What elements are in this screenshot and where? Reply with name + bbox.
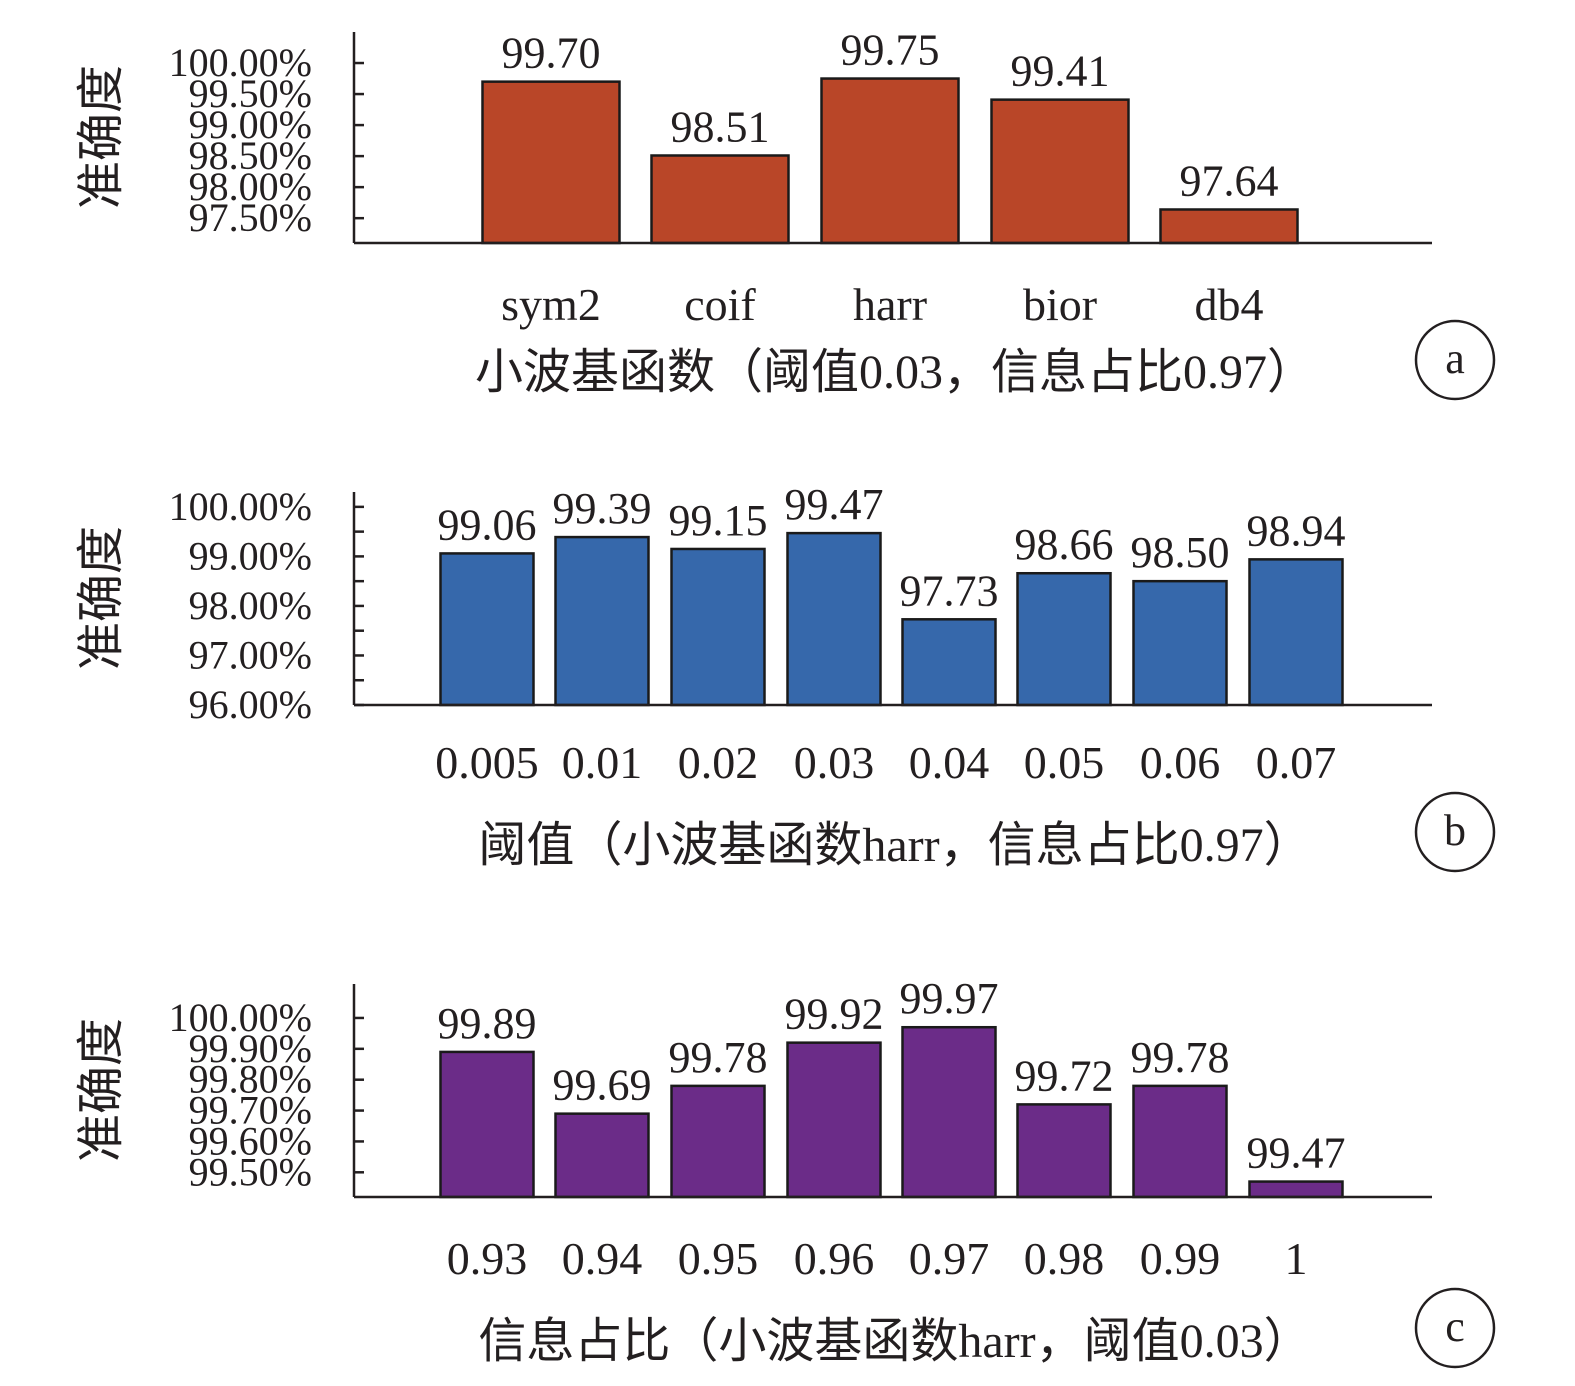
x-tick-label-b: 0.005	[435, 737, 539, 788]
x-tick-label-a: db4	[1195, 279, 1264, 330]
bar-b-0.005	[439, 552, 535, 707]
y-tick-label-a: 98.00%	[189, 164, 312, 209]
x-tick-label-c: 0.98	[1024, 1233, 1105, 1284]
value-label-c-1: 99.47	[1247, 1129, 1346, 1178]
y-tick-label-a: 98.50%	[189, 133, 312, 178]
bar-c-0.93	[439, 1050, 535, 1199]
value-label-b-0.03: 99.47	[785, 480, 884, 529]
value-label-a-coif: 98.51	[671, 102, 770, 151]
value-label-b-0.05: 98.66	[1015, 520, 1114, 569]
value-label-b-0.06: 98.50	[1131, 528, 1230, 577]
x-tick-label-b: 0.01	[562, 737, 643, 788]
value-label-c-0.94: 99.69	[553, 1061, 652, 1110]
x-axis-title-b: 阈值（小波基函数harr，信息占比0.97）	[478, 819, 1311, 872]
value-label-b-0.04: 97.73	[900, 566, 999, 615]
bar-c-0.97	[901, 1025, 997, 1199]
y-tick-label-c: 99.50%	[189, 1149, 312, 1194]
value-label-b-0.01: 99.39	[553, 484, 652, 533]
x-tick-label-a: sym2	[501, 279, 601, 330]
y-tick-label-a: 97.50%	[189, 195, 312, 240]
y-tick-label-c: 99.90%	[189, 1026, 312, 1071]
value-label-c-0.96: 99.92	[785, 990, 884, 1039]
y-axis-title-c: 准确度	[75, 1018, 128, 1162]
y-tick-label-c: 99.70%	[189, 1088, 312, 1133]
x-tick-label-a: bior	[1023, 279, 1097, 330]
bar-a-db4	[1159, 208, 1299, 245]
bar-b-0.07	[1248, 558, 1344, 707]
x-tick-label-b: 0.03	[794, 737, 875, 788]
y-tick-label-b: 99.00%	[189, 533, 312, 578]
bar-a-sym2	[481, 80, 621, 245]
bar-c-0.94	[554, 1112, 650, 1199]
bar-a-coif	[650, 154, 790, 245]
x-tick-label-b: 0.06	[1140, 737, 1221, 788]
chart-panel-a: 99.70 98.51 99.75 99.41 97.64 97.50%98.00%98.…	[75, 26, 1496, 401]
bar-c-0.96	[786, 1041, 882, 1199]
x-tick-label-b: 0.02	[678, 737, 759, 788]
y-tick-label-c: 99.80%	[189, 1057, 312, 1102]
y-tick-label-b: 97.00%	[189, 632, 312, 677]
chart-panel-b: 99.06 99.39 99.15 99.47 97.73 98.66 98.50 98.94…	[75, 480, 1496, 873]
value-label-c-0.93: 99.89	[438, 999, 537, 1048]
x-tick-label-b: 0.04	[909, 737, 990, 788]
value-label-c-0.98: 99.72	[1015, 1051, 1114, 1100]
x-tick-label-c: 0.94	[562, 1233, 643, 1284]
y-tick-label-a: 100.00%	[169, 40, 312, 85]
x-tick-label-c: 0.95	[678, 1233, 759, 1284]
x-tick-label-c: 0.96	[794, 1233, 875, 1284]
bar-b-0.01	[554, 535, 650, 707]
x-axis-title-c: 信息占比（小波基函数harr，阈值0.03）	[478, 1315, 1311, 1368]
value-label-c-0.99: 99.78	[1131, 1033, 1230, 1082]
x-tick-label-b: 0.05	[1024, 737, 1105, 788]
y-tick-label-b: 100.00%	[169, 484, 312, 529]
bar-b-0.03	[786, 531, 882, 707]
y-tick-label-a: 99.00%	[189, 102, 312, 147]
bar-c-0.99	[1132, 1084, 1228, 1199]
value-label-a-db4: 97.64	[1180, 156, 1279, 205]
bar-b-0.04	[901, 618, 997, 707]
y-tick-label-c: 100.00%	[169, 995, 312, 1040]
y-tick-label-a: 99.50%	[189, 71, 312, 116]
y-tick-label-b: 98.00%	[189, 583, 312, 628]
chart-panel-c: 99.89 99.69 99.78 99.92 99.97 99.72 99.78 99.47…	[75, 974, 1496, 1369]
value-label-b-0.07: 98.94	[1247, 506, 1346, 555]
bar-c-1	[1248, 1180, 1344, 1199]
bar-c-0.95	[670, 1084, 766, 1199]
x-tick-label-c: 0.97	[909, 1233, 990, 1284]
bar-b-0.02	[670, 547, 766, 707]
y-axis-title-b: 准确度	[75, 526, 128, 670]
y-tick-label-c: 99.60%	[189, 1118, 312, 1163]
value-label-c-0.95: 99.78	[669, 1033, 768, 1082]
value-label-a-harr: 99.75	[841, 26, 940, 75]
panel-letter-a: a	[1445, 334, 1465, 383]
panel-letter-circle-b	[1414, 791, 1496, 873]
panel-letter-circle-c	[1414, 1287, 1496, 1369]
panel-letter-c: c	[1445, 1302, 1465, 1351]
x-tick-label-c: 1	[1285, 1233, 1308, 1284]
bar-a-harr	[820, 77, 960, 245]
value-label-c-0.97: 99.97	[900, 974, 999, 1023]
x-tick-label-b: 0.07	[1256, 737, 1337, 788]
y-axis-title-a: 准确度	[75, 65, 128, 209]
x-tick-label-c: 0.93	[447, 1233, 528, 1284]
bar-b-0.06	[1132, 579, 1228, 707]
x-tick-label-c: 0.99	[1140, 1233, 1221, 1284]
value-label-a-sym2: 99.70	[502, 29, 601, 78]
bar-c-0.98	[1016, 1103, 1112, 1199]
value-label-b-0.005: 99.06	[438, 500, 537, 549]
y-tick-label-b: 96.00%	[189, 682, 312, 727]
x-tick-label-a: coif	[684, 279, 756, 330]
bar-b-0.05	[1016, 571, 1112, 707]
x-tick-label-a: harr	[853, 279, 927, 330]
x-axis-title-a: 小波基函数（阈值0.03，信息占比0.97）	[475, 346, 1315, 399]
panel-letter-b: b	[1444, 806, 1466, 855]
value-label-a-bior: 99.41	[1011, 47, 1110, 96]
value-label-b-0.02: 99.15	[669, 496, 768, 545]
bar-a-bior	[990, 98, 1130, 245]
panel-letter-circle-a	[1414, 319, 1496, 401]
